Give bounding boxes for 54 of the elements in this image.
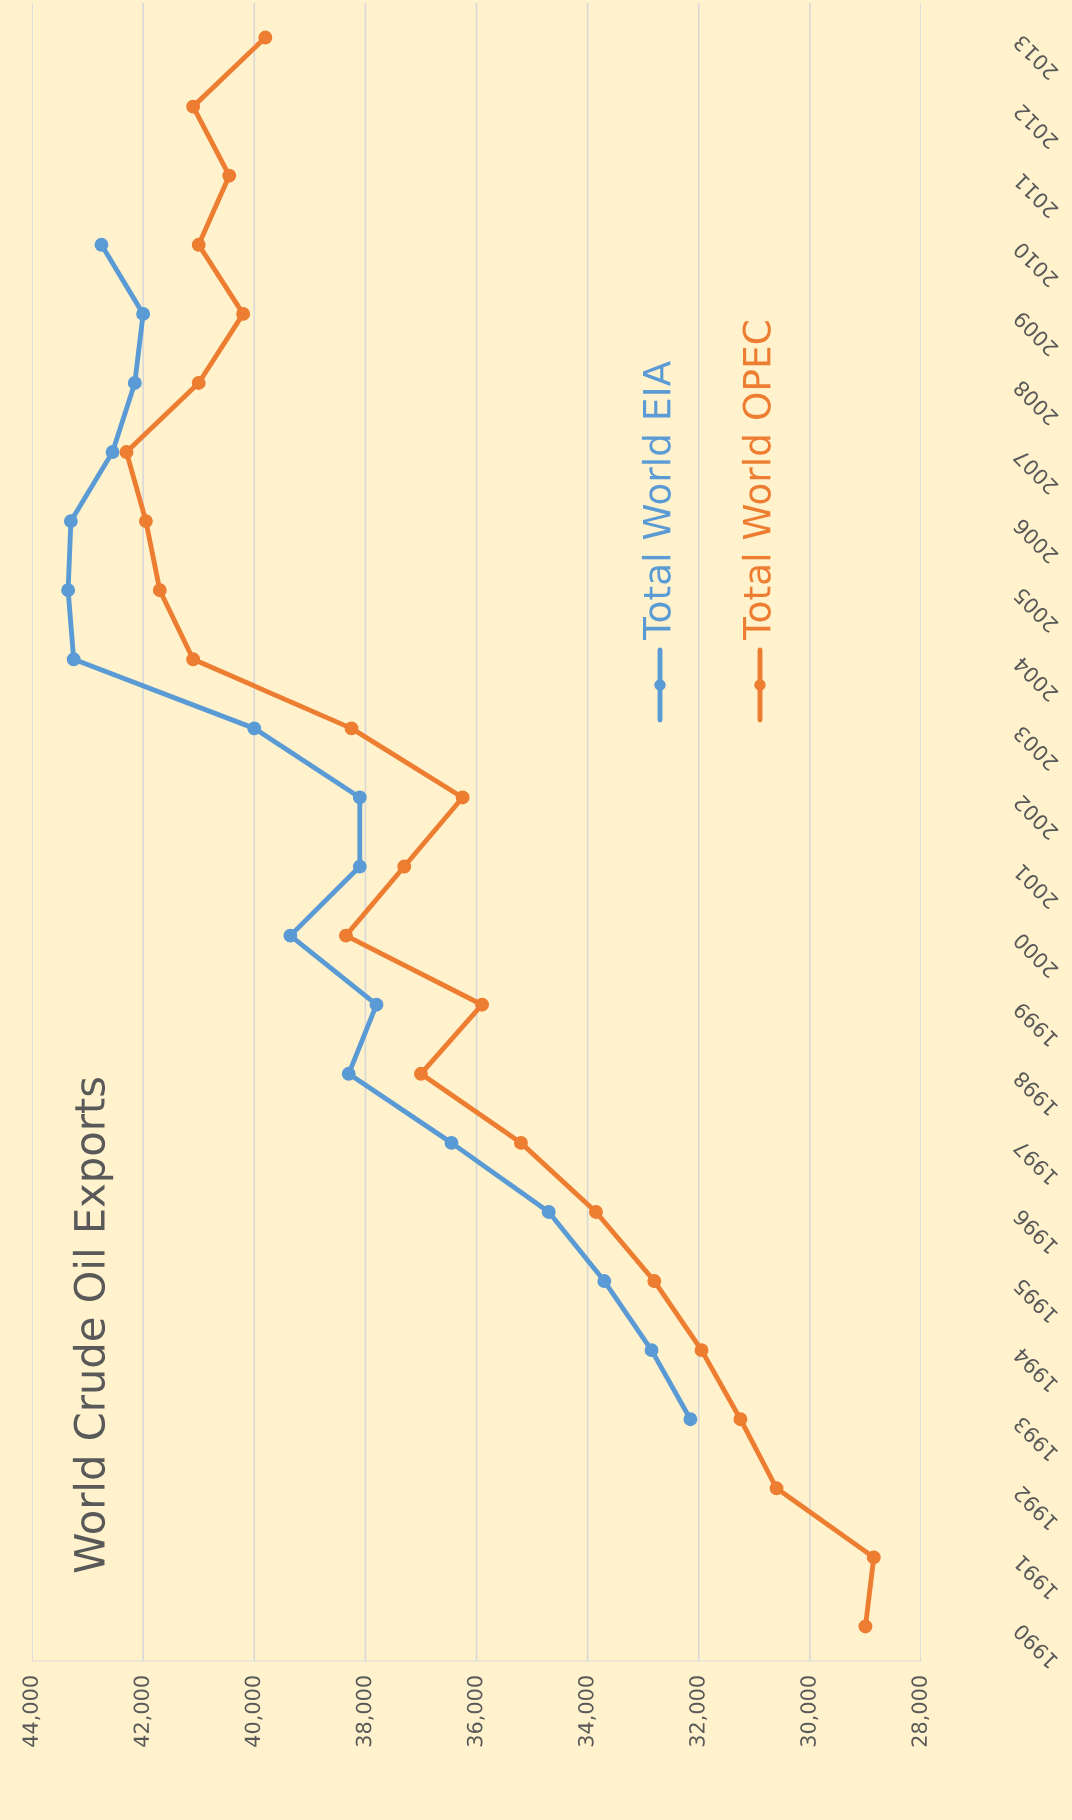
- point: [66, 652, 81, 667]
- point: [475, 997, 490, 1012]
- x-tick-label: 40,000: [244, 1676, 263, 1747]
- point: [397, 859, 412, 874]
- point: [589, 1205, 603, 1219]
- point: [694, 1343, 709, 1358]
- point: [138, 514, 153, 529]
- point: [136, 306, 151, 321]
- point: [866, 1550, 881, 1565]
- point: [644, 1343, 659, 1358]
- point: [413, 1066, 428, 1081]
- point: [858, 1619, 873, 1634]
- x-tick-label: 44,000: [22, 1676, 41, 1747]
- point: [283, 928, 298, 943]
- point: [455, 790, 470, 805]
- point: [191, 237, 206, 252]
- point: [191, 376, 206, 390]
- point: [369, 997, 384, 1012]
- point: [119, 445, 134, 459]
- x-tick-label: 34,000: [577, 1676, 596, 1747]
- point: [236, 306, 251, 321]
- point: [344, 721, 359, 736]
- point: [105, 445, 120, 459]
- point: [683, 1412, 698, 1427]
- point: [514, 1135, 528, 1150]
- point: [647, 1274, 662, 1288]
- point: [352, 790, 367, 805]
- x-tick-label: 42,000: [133, 1676, 152, 1747]
- point: [61, 583, 76, 598]
- point: [127, 376, 142, 390]
- point: [769, 1481, 784, 1496]
- point: [597, 1274, 612, 1288]
- point: [152, 583, 167, 598]
- text: Total World OPEC: [741, 321, 771, 641]
- text: World Crude Oil Exports: [72, 1078, 114, 1573]
- point: [733, 1412, 748, 1427]
- point: [63, 514, 78, 529]
- x-tick-label: 28,000: [911, 1676, 930, 1747]
- point: [247, 721, 262, 736]
- x-tick-label: 38,000: [355, 1676, 374, 1747]
- point: [186, 99, 201, 114]
- point: [444, 1135, 459, 1150]
- point: [222, 168, 237, 183]
- point: [94, 237, 109, 252]
- point: [338, 928, 353, 943]
- point: [341, 1066, 356, 1081]
- text: Total World EIA: [641, 361, 671, 641]
- point: [258, 30, 273, 45]
- x-tick-label: 36,000: [466, 1676, 485, 1747]
- point: [352, 859, 367, 874]
- x-tick-label: 32,000: [689, 1676, 707, 1747]
- x-tick-label: 30,000: [800, 1676, 819, 1747]
- point: [541, 1205, 556, 1219]
- point: [186, 652, 201, 667]
